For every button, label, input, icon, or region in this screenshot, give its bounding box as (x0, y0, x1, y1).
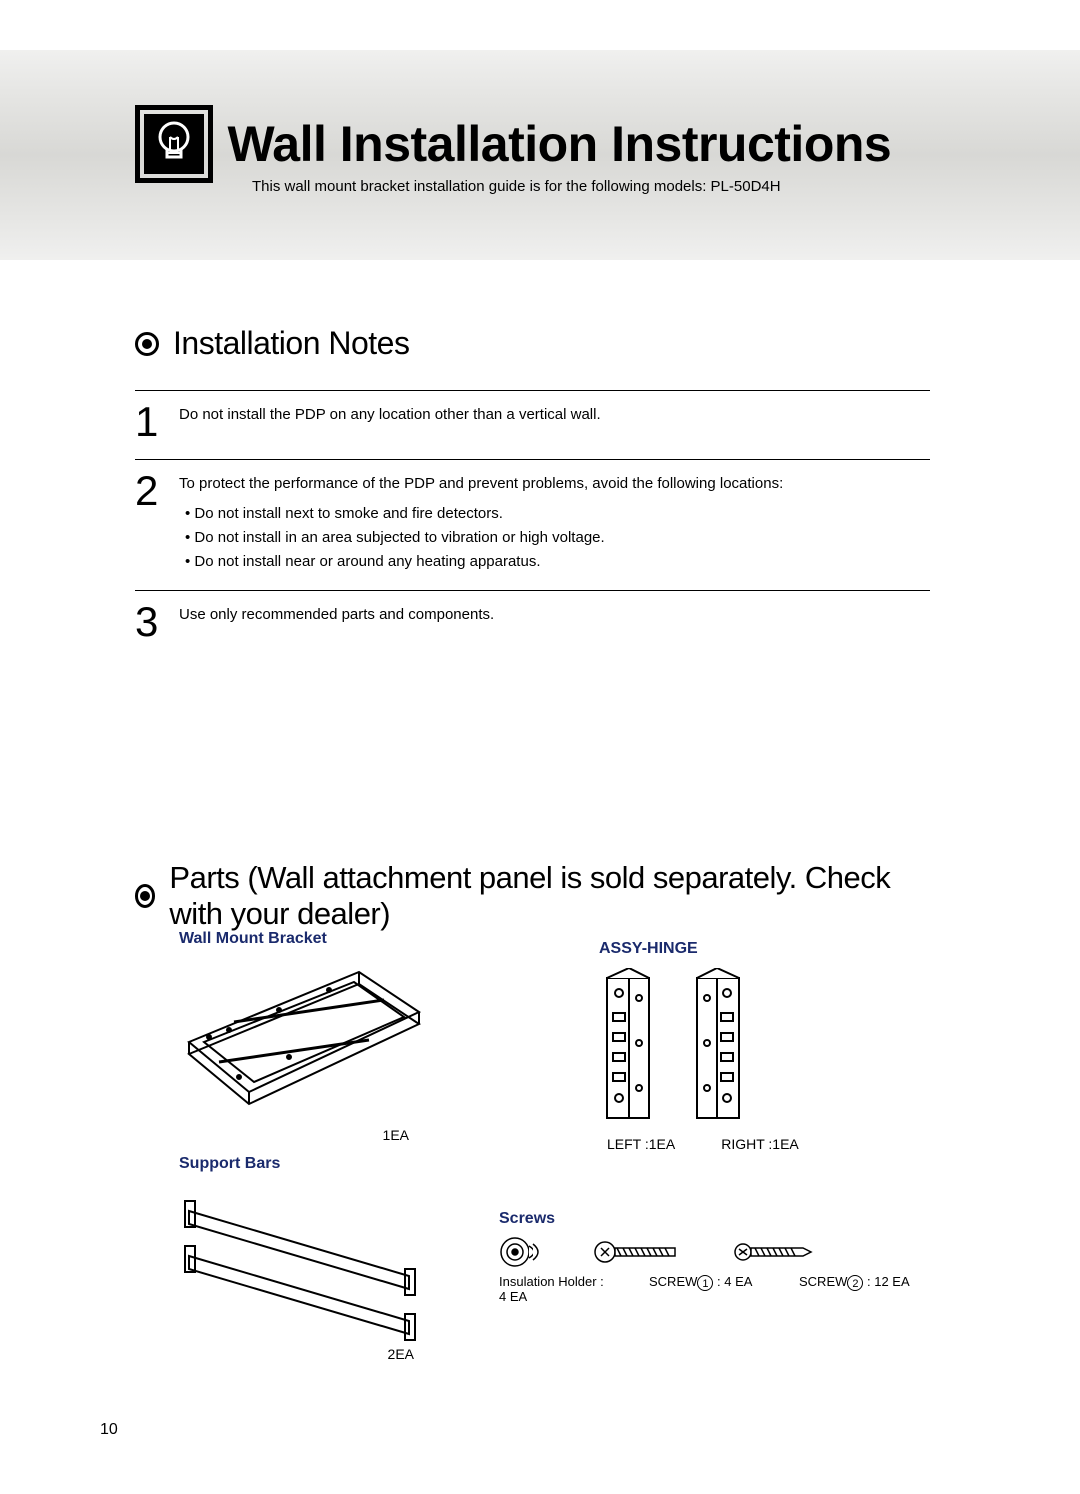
screw2-illustration (733, 1238, 813, 1266)
page-number: 10 (100, 1421, 118, 1439)
hinge-left-qty: LEFT :1EA (607, 1136, 675, 1152)
support-bars-illustration (179, 1181, 439, 1341)
page-title: Wall Installation Instructions (227, 115, 891, 173)
section-header: Installation Notes (135, 325, 930, 362)
page-subtitle: This wall mount bracket installation gui… (252, 178, 781, 195)
section-header: Parts (Wall attachment panel is sold sep… (135, 860, 930, 932)
hinge-right-qty: RIGHT :1EA (721, 1136, 799, 1152)
section-title: Installation Notes (173, 325, 409, 362)
wall-mount-bracket-cell: Wall Mount Bracket 1EA (179, 930, 429, 1143)
bullet-icon (135, 332, 159, 356)
hinge-right-illustration (687, 968, 747, 1128)
title-block: Wall Installation Instructions (135, 105, 891, 183)
support-bars-cell: Support Bars 2EA (179, 1155, 439, 1362)
part-label: Screws (499, 1210, 939, 1228)
part-label: ASSY-HINGE (599, 940, 799, 958)
lightbulb-icon (135, 105, 213, 183)
screw2-caption: SCREW2 : 12 EA (799, 1274, 939, 1304)
note-item: 3 Use only recommended parts and componen… (135, 590, 930, 659)
part-label: Wall Mount Bracket (179, 930, 429, 948)
note-number: 3 (135, 601, 163, 643)
section-title: Parts (Wall attachment panel is sold sep… (169, 860, 930, 932)
parts-section: Parts (Wall attachment panel is sold sep… (135, 860, 930, 960)
note-number: 2 (135, 470, 163, 574)
note-body: To protect the performance of the PDP an… (179, 470, 930, 574)
note-body: Use only recommended parts and component… (179, 601, 930, 643)
assy-hinge-cell: ASSY-HINGE (599, 940, 799, 1152)
part-label: Support Bars (179, 1155, 439, 1173)
notes-list: 1 Do not install the PDP on any location … (135, 390, 930, 659)
note-item: 1 Do not install the PDP on any location … (135, 390, 930, 459)
screw1-illustration (593, 1238, 683, 1266)
wall-bracket-illustration (179, 962, 429, 1122)
bullet-icon (135, 884, 155, 908)
installation-notes-section: Installation Notes 1 Do not install the P… (135, 325, 930, 659)
insulation-holder-illustration (499, 1236, 543, 1268)
part-qty: 2EA (179, 1346, 414, 1362)
note-item: 2To protect the performance of the PDP a… (135, 459, 930, 590)
hinge-left-illustration (599, 968, 659, 1128)
screw1-caption: SCREW1 : 4 EA (649, 1274, 779, 1304)
part-qty: 1EA (179, 1127, 409, 1143)
note-body: Do not install the PDP on any location o… (179, 401, 930, 443)
screws-cell: Screws (499, 1210, 939, 1304)
note-number: 1 (135, 401, 163, 443)
insulation-caption: Insulation Holder : 4 EA (499, 1274, 629, 1304)
